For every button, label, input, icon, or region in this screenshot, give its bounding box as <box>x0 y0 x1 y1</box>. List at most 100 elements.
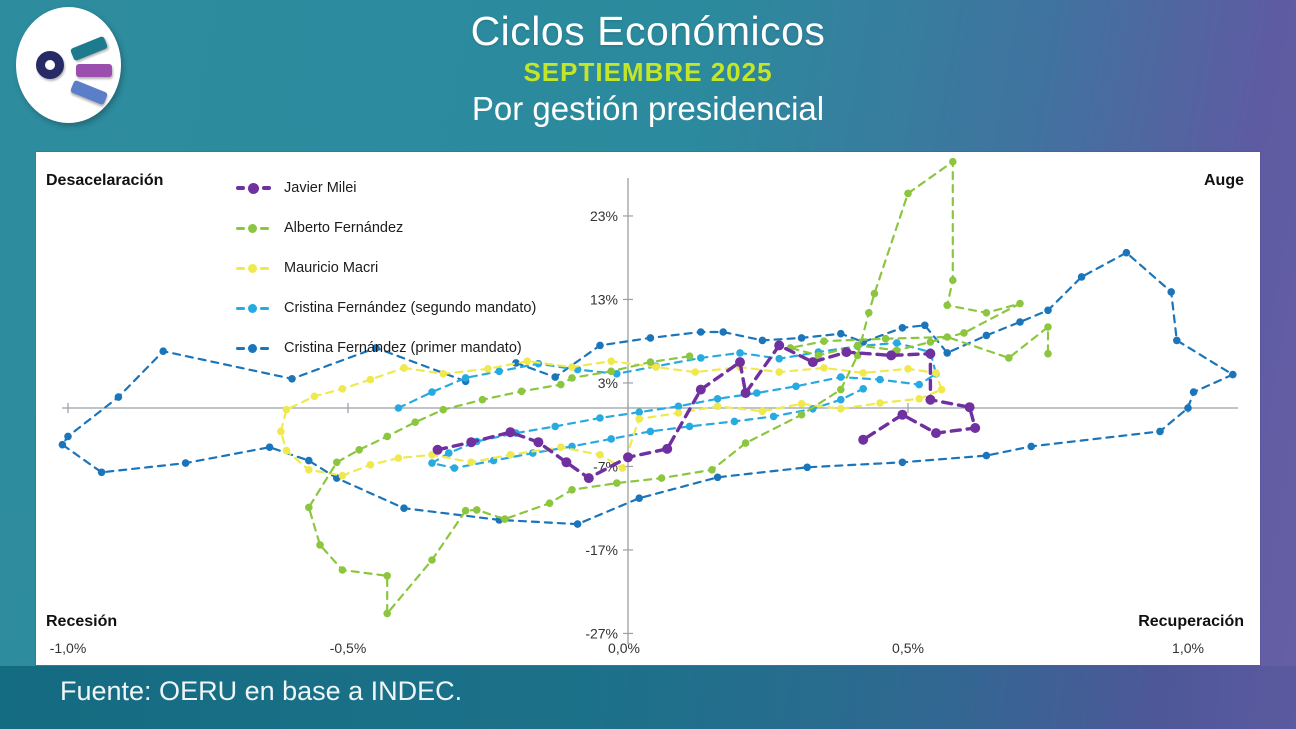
legend-marker-icon <box>236 343 276 353</box>
data-point <box>478 395 487 404</box>
data-point <box>568 442 576 451</box>
data-point <box>837 329 845 338</box>
data-point <box>931 428 941 439</box>
series-javier-milei <box>432 340 981 484</box>
data-point <box>383 572 392 580</box>
data-point <box>775 368 783 376</box>
data-point <box>596 414 604 422</box>
data-point <box>943 301 951 310</box>
data-point <box>573 520 582 528</box>
data-point <box>719 328 727 336</box>
legend-label: Javier Milei <box>284 180 357 196</box>
y-tick-label: 3% <box>598 375 618 391</box>
logo-bar-blue <box>69 79 109 106</box>
data-point <box>635 415 643 423</box>
data-point <box>870 289 879 298</box>
data-point <box>691 368 699 376</box>
data-point <box>652 363 660 371</box>
data-point <box>646 334 655 342</box>
data-point <box>372 344 380 352</box>
data-point <box>484 365 492 373</box>
data-point <box>904 189 912 198</box>
data-point <box>501 515 509 523</box>
data-point <box>355 446 364 454</box>
quadrant-label-recuperacion: Recuperación <box>1138 613 1244 630</box>
data-point <box>450 464 459 472</box>
data-point <box>898 324 907 332</box>
data-point <box>181 459 190 467</box>
data-point <box>288 375 296 383</box>
cycle-plot: 23%13%3%-7%-17%-27%-1,0% -0,5% 0,0% 0,5% 1,0… <box>50 157 1238 656</box>
data-point <box>925 348 936 359</box>
data-point <box>775 354 783 363</box>
report-month-subtitle: SEPTIEMBRE 2025 <box>523 57 773 87</box>
legend-marker-segment <box>248 303 257 313</box>
data-point <box>58 440 67 449</box>
data-point <box>461 374 470 382</box>
y-tick-label: -17% <box>585 542 618 558</box>
chart-subtitle: Por gestión presidencial <box>471 90 825 127</box>
data-point <box>646 358 655 366</box>
oeru-logo <box>16 7 121 123</box>
data-point <box>561 457 572 468</box>
legend-marker-segment <box>236 306 245 310</box>
data-point <box>1016 299 1024 308</box>
data-point <box>859 385 867 393</box>
data-point <box>277 427 285 436</box>
data-point <box>383 609 392 618</box>
data-point <box>932 369 940 377</box>
data-point <box>338 566 347 574</box>
data-point <box>797 410 806 419</box>
data-point <box>568 486 576 494</box>
data-point <box>820 337 828 345</box>
data-point <box>685 422 694 431</box>
y-tick-label: 23% <box>590 208 618 224</box>
data-point <box>1122 248 1131 257</box>
chart-panel: Desacelaración Auge Recesión Recuperació… <box>36 152 1260 665</box>
data-point <box>533 437 544 448</box>
data-point <box>1044 306 1052 315</box>
data-point <box>282 405 291 414</box>
series-line <box>307 159 1050 617</box>
data-point <box>982 451 991 460</box>
data-point <box>837 373 845 381</box>
data-point <box>925 394 936 405</box>
data-point <box>635 494 643 503</box>
data-point <box>333 458 341 467</box>
data-point <box>635 408 643 417</box>
legend-item-javier-milei: Javier Milei <box>236 168 536 208</box>
logo-bar-teal <box>69 35 109 62</box>
data-point <box>1184 404 1192 412</box>
data-point <box>753 389 761 397</box>
data-point <box>618 464 627 472</box>
header: Ciclos Económicos SEPTIEMBRE 2025 Por ge… <box>0 0 1296 128</box>
legend-marker-segment <box>260 266 269 270</box>
data-point <box>428 459 436 467</box>
data-point <box>797 400 806 408</box>
data-point <box>662 443 673 454</box>
data-point <box>316 541 324 549</box>
data-point <box>1156 427 1164 436</box>
x-tick-label: 0,5% <box>892 640 924 656</box>
data-point <box>758 336 767 345</box>
data-point <box>797 334 806 342</box>
data-point <box>439 370 448 378</box>
data-point <box>517 387 526 396</box>
legend-marker-segment <box>248 182 259 194</box>
data-point <box>674 409 683 417</box>
data-point <box>623 452 633 463</box>
legend-marker-icon <box>236 223 276 233</box>
data-point <box>949 276 957 284</box>
data-point <box>685 352 694 360</box>
legend-item-alberto-fern-ndez: Alberto Fernández <box>236 208 536 248</box>
data-point <box>893 339 901 347</box>
data-point <box>960 329 968 337</box>
data-point <box>428 556 436 564</box>
data-point <box>366 375 375 384</box>
quadrant-label-desaceleracion: Desacelaración <box>46 172 164 189</box>
data-point <box>820 364 828 372</box>
data-point <box>904 365 912 373</box>
data-point <box>583 473 594 484</box>
data-point <box>876 399 884 407</box>
legend-label: Cristina Fernández (primer mandato) <box>284 340 522 356</box>
